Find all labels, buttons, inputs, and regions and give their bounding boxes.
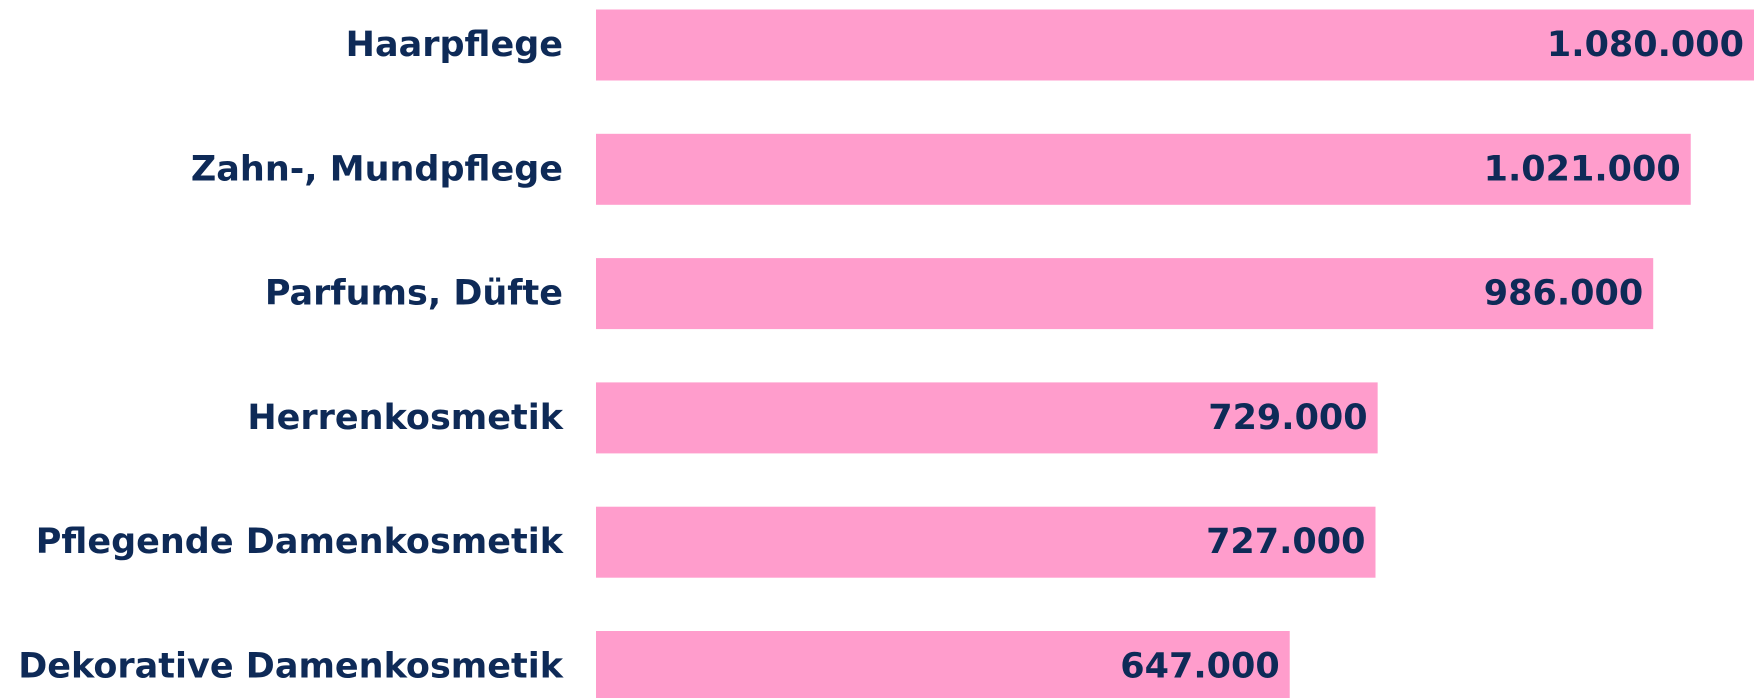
value-label: 729.000 [1208,398,1367,438]
category-label: Parfums, Düfte [265,274,563,314]
value-label: 1.021.000 [1484,149,1681,189]
category-label: Herrenkosmetik [247,398,563,438]
bar [596,631,1290,698]
category-label: Zahn-, Mundpflege [191,149,563,189]
category-label: Haarpflege [346,25,563,65]
value-label: 727.000 [1206,522,1365,562]
category-label: Pflegende Damenkosmetik [36,522,564,562]
bar [596,382,1378,454]
category-label: Dekorative Damenkosmetik [18,647,563,687]
bar [596,133,1691,205]
bar [596,9,1754,81]
value-label: 647.000 [1120,647,1279,687]
bar [596,258,1654,330]
bar [596,506,1376,578]
value-label: 986.000 [1484,274,1643,314]
value-label: 1.080.000 [1547,25,1744,65]
